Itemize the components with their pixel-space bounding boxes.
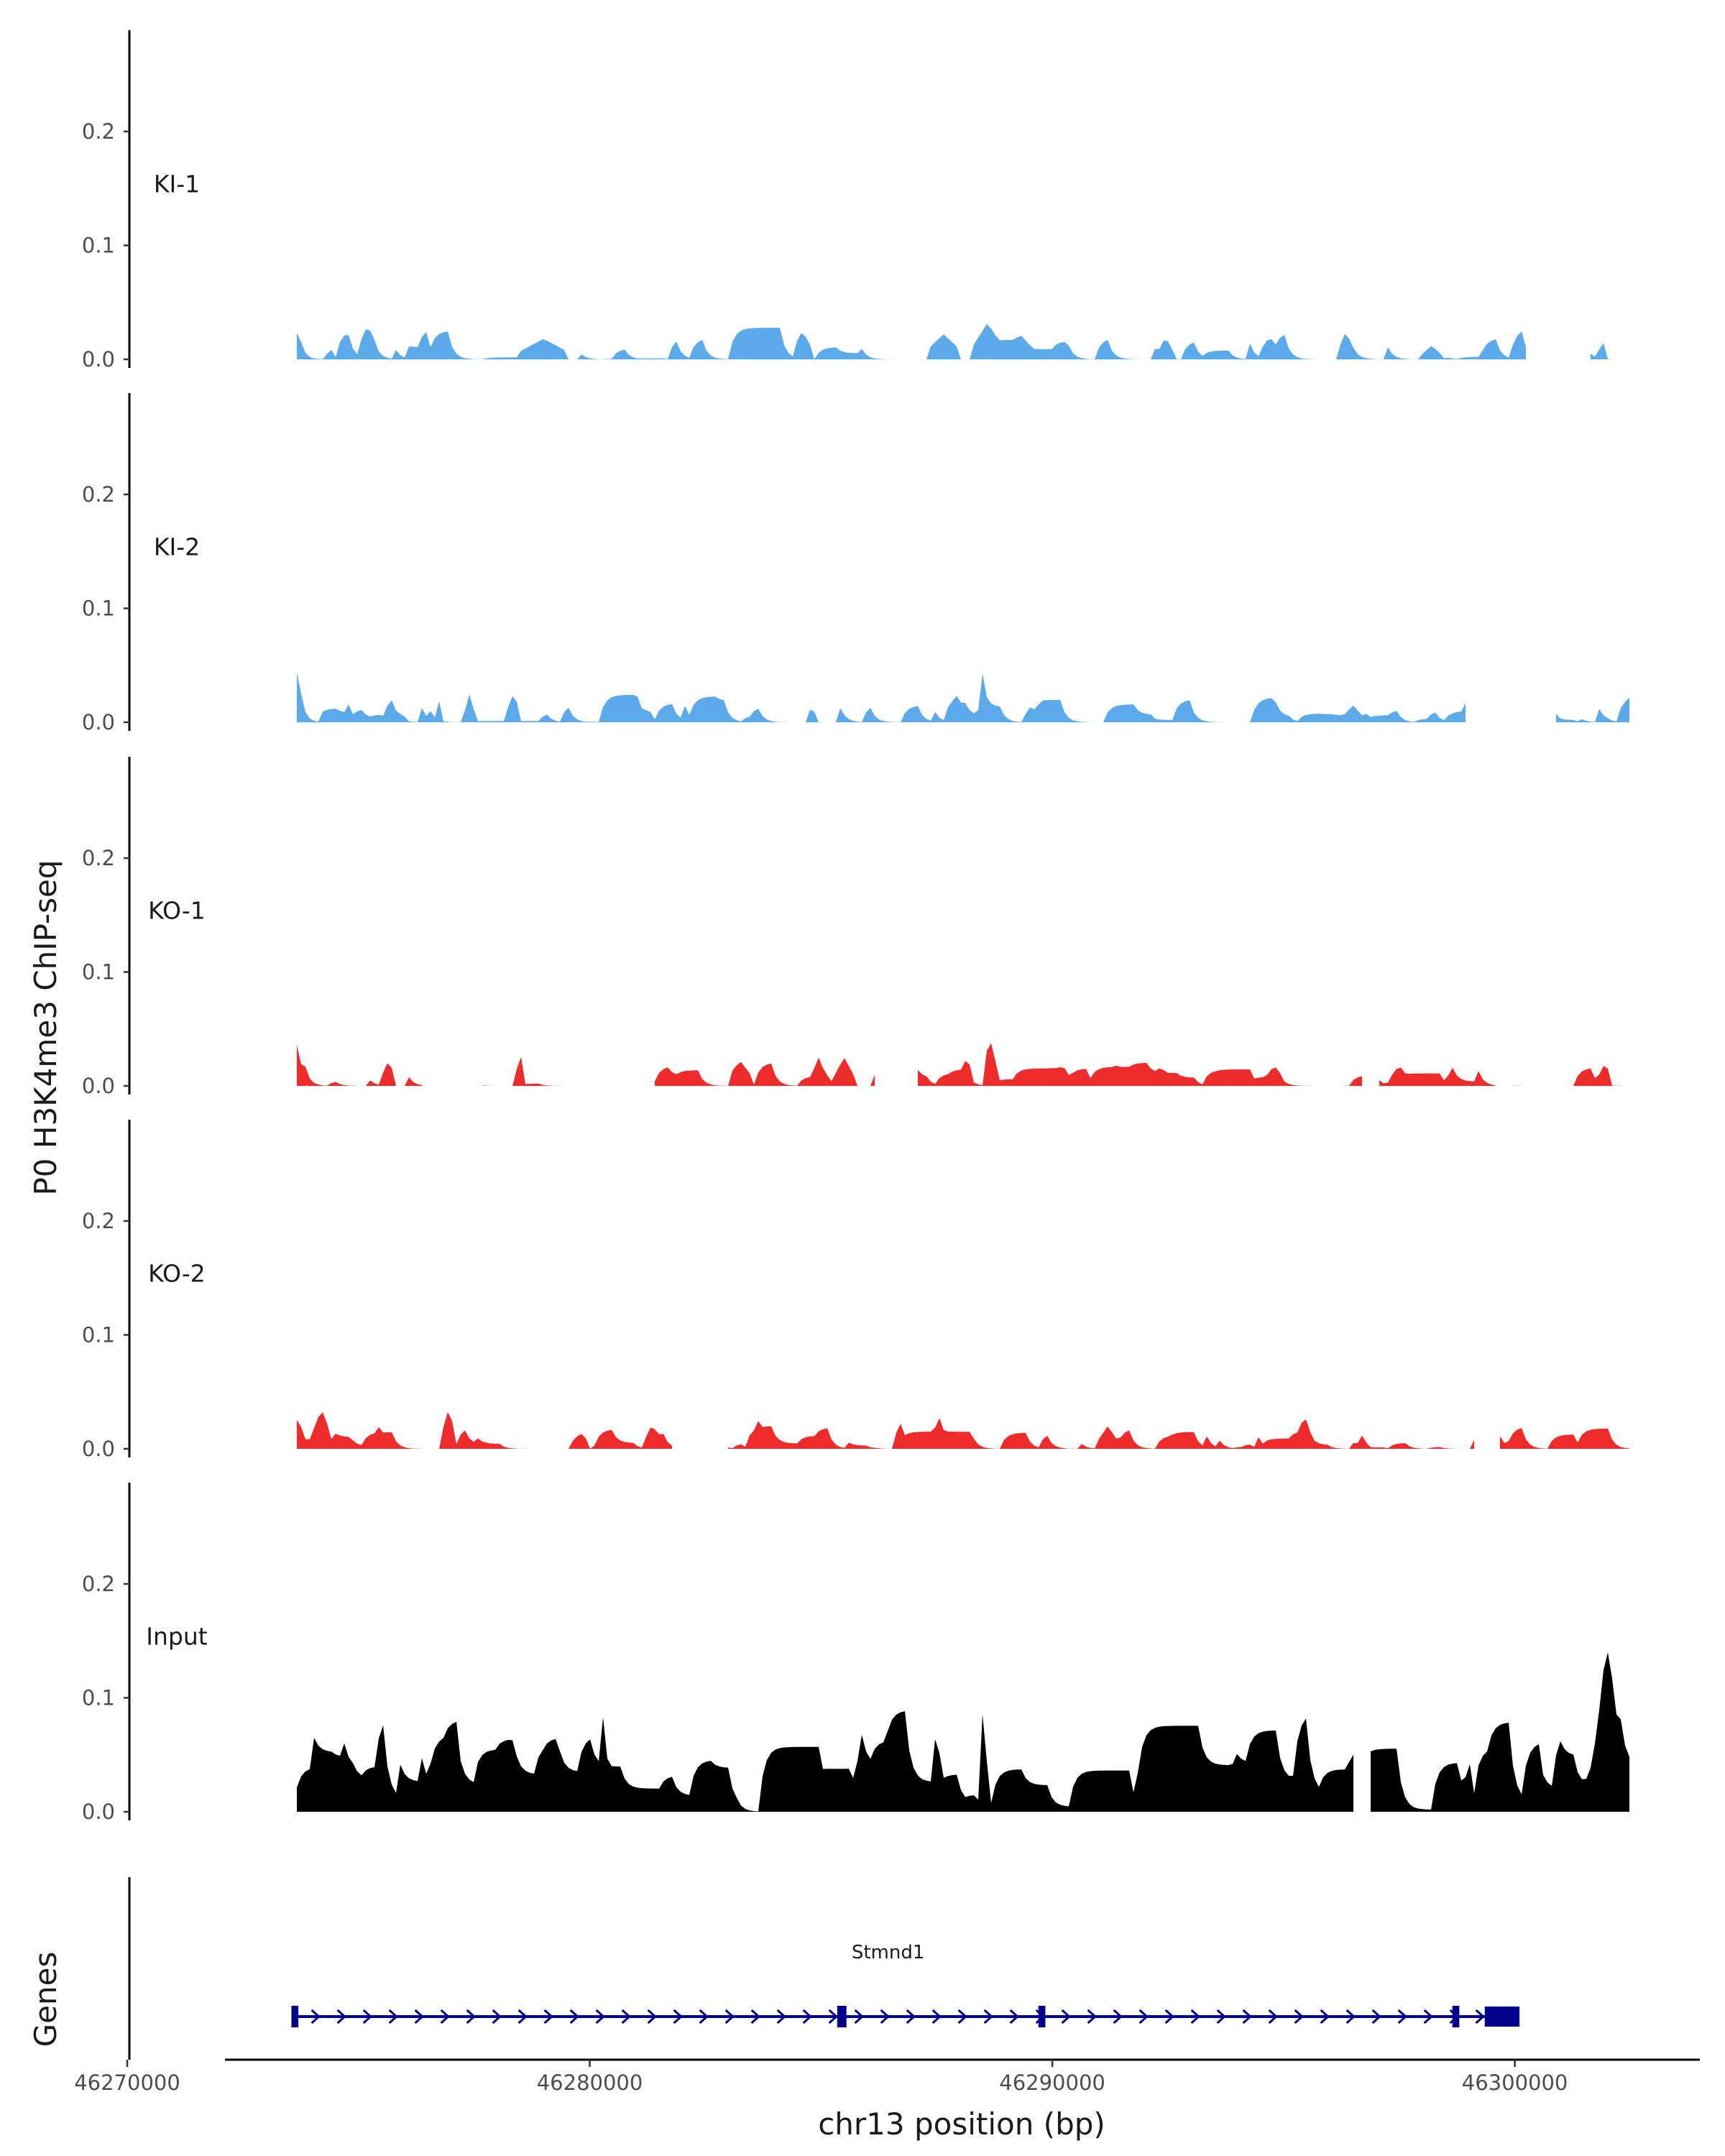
strand-arrow — [595, 2009, 605, 2024]
strand-arrow — [673, 2009, 683, 2024]
strand-arrow — [1320, 2009, 1330, 2024]
strand-arrow — [802, 2009, 812, 2024]
y-tick-label: 0.2 — [82, 119, 115, 144]
strand-arrow — [1061, 2009, 1071, 2024]
y-tick-label: 0.0 — [82, 1437, 115, 1461]
x-tick-label: 46280000 — [537, 2070, 643, 2095]
strand-arrow — [1475, 2009, 1485, 2024]
y-tick-label: 0.1 — [82, 1685, 115, 1710]
strand-arrow — [647, 2009, 657, 2024]
gene-name-label: Stmnd1 — [852, 1942, 925, 1963]
strand-arrow — [336, 2009, 346, 2024]
strand-arrow — [983, 2009, 993, 2024]
y-tick-label: 0.0 — [82, 1074, 115, 1098]
strand-arrow — [414, 2009, 424, 2024]
track-signal-ko-1 — [297, 1043, 1629, 1086]
strand-arrow — [1294, 2009, 1304, 2024]
exon — [1452, 2006, 1460, 2027]
track-signal-ki-2 — [297, 673, 1629, 722]
strand-arrow — [1087, 2009, 1097, 2024]
track-ki-1: 0.0 0.1 0.2 KI-1 — [82, 30, 1629, 372]
strand-arrow — [1397, 2009, 1407, 2024]
strand-arrow — [543, 2009, 553, 2024]
track-label-ko-2: KO-2 — [148, 1260, 206, 1288]
y-axis-ko-2: 0.0 0.1 0.2 — [82, 1120, 131, 1461]
track-input: 0.0 0.1 0.2 Input — [82, 1483, 1629, 1824]
strand-arrow — [1216, 2009, 1226, 2024]
y-axis-ko-1: 0.0 0.1 0.2 — [82, 757, 131, 1098]
y-axis-ki-1: 0.0 0.1 0.2 — [82, 30, 131, 372]
strand-arrow — [906, 2009, 916, 2024]
strand-arrow — [699, 2009, 709, 2024]
strand-arrow — [1113, 2009, 1123, 2024]
y-tick-label: 0.1 — [82, 959, 115, 984]
y-tick-label: 0.2 — [82, 482, 115, 507]
genes-panel: Stmnd1 — [128, 1877, 1520, 2060]
strand-arrow — [388, 2009, 398, 2024]
x-tick-label: 46270000 — [74, 2070, 180, 2095]
strand-arrow — [1009, 2009, 1019, 2024]
exon — [837, 2006, 847, 2027]
x-axis-title: chr13 position (bp) — [818, 2106, 1105, 2142]
strand-arrow — [362, 2009, 372, 2024]
y-axis-ki-2: 0.0 0.1 0.2 — [82, 393, 131, 734]
strand-arrow — [932, 2009, 942, 2024]
exon — [1484, 2007, 1520, 2027]
strand-arrow — [310, 2009, 321, 2024]
exon — [1038, 2006, 1046, 2027]
strand-arrow — [440, 2009, 450, 2024]
strand-arrow — [880, 2009, 890, 2024]
strand-arrow — [1268, 2009, 1278, 2024]
strand-arrow — [1190, 2009, 1200, 2024]
exon — [291, 2006, 299, 2027]
strand-arrow — [750, 2009, 760, 2024]
x-tick-label: 46290000 — [999, 2070, 1105, 2095]
strand-arrow — [828, 2009, 838, 2024]
track-label-ki-2: KI-2 — [154, 533, 200, 561]
track-label-input: Input — [146, 1623, 208, 1651]
track-ko-1: 0.0 0.1 0.2 KO-1 — [82, 757, 1629, 1098]
y-tick-label: 0.0 — [82, 710, 115, 734]
y-tick-label: 0.1 — [82, 596, 115, 620]
strand-arrow — [1164, 2009, 1174, 2024]
y-tick-label: 0.2 — [82, 1209, 115, 1233]
strand-arrow — [621, 2009, 631, 2024]
track-label-ko-1: KO-1 — [148, 897, 206, 925]
strand-arrow — [492, 2009, 502, 2024]
y-axis-title: P0 H3K4me3 ChIP-seq — [28, 860, 63, 1195]
track-signal-ko-2 — [297, 1411, 1629, 1449]
y-axis-input: 0.0 0.1 0.2 — [82, 1483, 131, 1824]
y-tick-label: 0.0 — [82, 1800, 115, 1824]
strand-arrow — [1371, 2009, 1381, 2024]
strand-arrow — [1242, 2009, 1252, 2024]
strand-arrow — [466, 2009, 476, 2024]
y-tick-label: 0.1 — [82, 233, 115, 257]
strand-arrow — [957, 2009, 967, 2024]
strand-arrow — [724, 2009, 735, 2024]
strand-arrow — [1423, 2009, 1433, 2024]
strand-arrow — [1138, 2009, 1149, 2024]
genes-panel-title: Genes — [28, 1952, 63, 2047]
y-tick-label: 0.0 — [82, 347, 115, 372]
y-tick-label: 0.1 — [82, 1322, 115, 1347]
strand-arrow — [569, 2009, 579, 2024]
y-tick-label: 0.2 — [82, 1572, 115, 1596]
strand-arrow — [776, 2009, 786, 2024]
gene-stmnd1: Stmnd1 — [291, 1942, 1520, 2027]
strand-arrow — [518, 2009, 528, 2024]
track-ki-2: 0.0 0.1 0.2 KI-2 — [82, 393, 1629, 734]
track-label-ki-1: KI-1 — [154, 170, 200, 198]
track-signal-ki-1 — [297, 323, 1629, 359]
track-ko-2: 0.0 0.1 0.2 KO-2 — [82, 1120, 1629, 1461]
strand-arrow — [1346, 2009, 1356, 2024]
x-axis: 46270000 46280000 46290000 46300000 — [74, 2058, 1700, 2095]
y-tick-label: 0.2 — [82, 846, 115, 870]
track-signal-input — [297, 1652, 1629, 1812]
strand-arrow — [854, 2009, 864, 2024]
chip-seq-tracks: 0.00.10.2KI-10.00.10.2KI-20.00.10.2KO-10… — [82, 30, 1629, 1824]
x-tick-label: 46300000 — [1462, 2070, 1568, 2095]
